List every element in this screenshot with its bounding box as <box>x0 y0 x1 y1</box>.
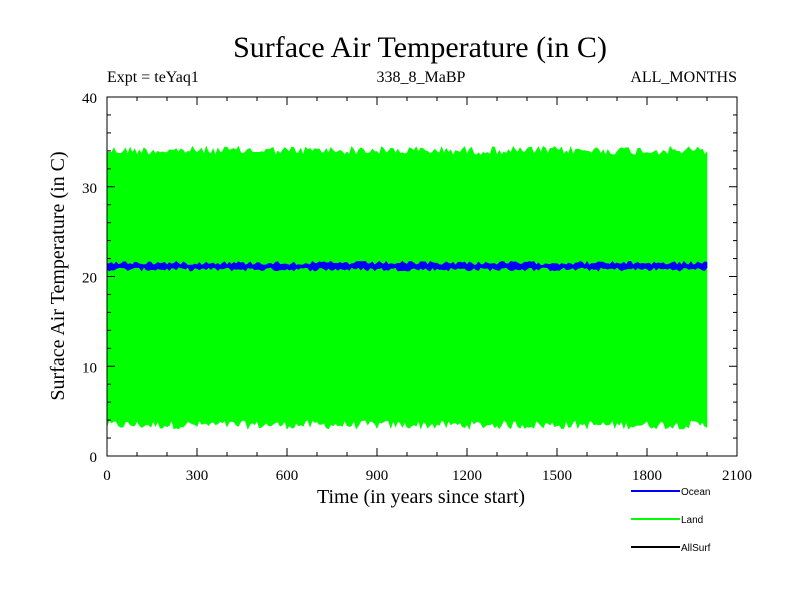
x-axis-label: Time (in years since start) <box>317 486 525 508</box>
x-tick-label: 1800 <box>632 468 662 484</box>
subtitle-right: ALL_MONTHS <box>630 69 737 86</box>
y-tick-label: 0 <box>90 450 98 466</box>
x-tick-label: 300 <box>186 468 209 484</box>
y-tick-label: 30 <box>82 181 97 197</box>
legend: Ocean Land AllSurf <box>631 487 711 554</box>
y-axis: 0 10 20 30 40 <box>82 91 737 466</box>
legend-label-allsurf: AllSurf <box>681 543 711 554</box>
subtitle-left: Expt = teYaq1 <box>107 69 199 86</box>
y-axis-label: Surface Air Temperature (in C) <box>47 151 69 400</box>
plot-area <box>106 145 708 430</box>
x-tick-label: 0 <box>103 468 111 484</box>
y-tick-label: 20 <box>82 271 97 287</box>
y-tick-label: 10 <box>82 360 97 376</box>
chart-title: Surface Air Temperature (in C) <box>233 31 607 64</box>
series-band-ocean <box>106 260 708 272</box>
x-tick-label: 1500 <box>542 468 572 484</box>
legend-label-ocean: Ocean <box>681 487 710 498</box>
subtitle-center: 338_8_MaBP <box>377 69 466 86</box>
legend-label-land: Land <box>681 515 703 526</box>
x-tick-label: 2100 <box>722 468 752 484</box>
x-tick-label: 600 <box>276 468 299 484</box>
x-tick-label: 1200 <box>452 468 482 484</box>
x-axis: 0 300 600 900 1200 1500 1800 2100 <box>103 97 752 484</box>
series-band-land <box>106 145 708 430</box>
y-tick-label: 40 <box>82 91 97 107</box>
x-tick-label: 900 <box>366 468 389 484</box>
